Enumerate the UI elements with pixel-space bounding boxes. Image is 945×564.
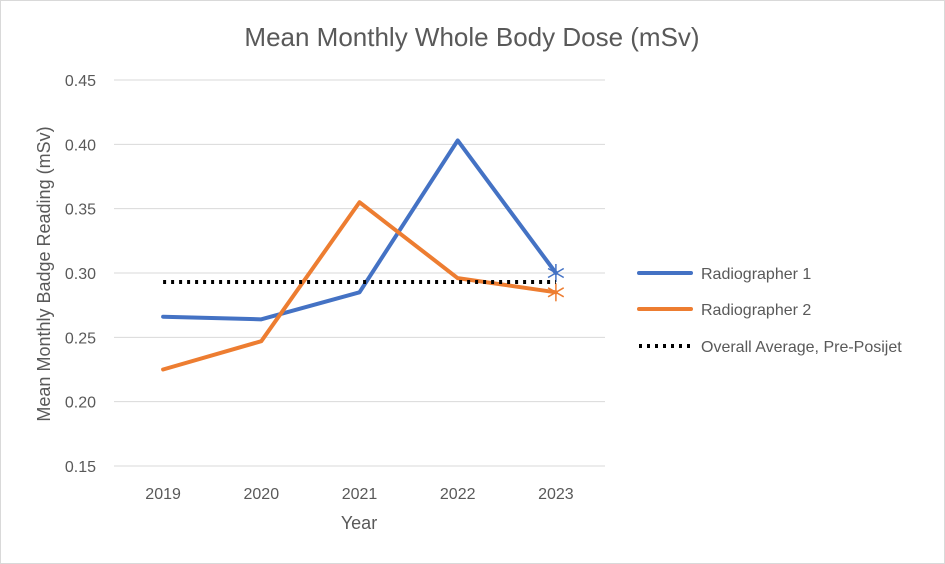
- x-tick-label: 2020: [244, 486, 280, 503]
- chart-title: Mean Monthly Whole Body Dose (mSv): [244, 22, 699, 52]
- x-axis-ticks: 2019 2020 2021 2022 2023: [145, 486, 573, 503]
- gridlines: [114, 79, 605, 467]
- y-tick-label: 0.30: [65, 266, 96, 283]
- legend-label: Overall Average, Pre-Posijet: [701, 339, 902, 356]
- series-line: [161, 138, 558, 322]
- legend: Radiographer 1 Radiographer 2 Overall Aver…: [637, 266, 902, 356]
- series-line: [161, 200, 558, 372]
- x-tick-label: 2023: [538, 486, 574, 503]
- series-layer: [161, 138, 565, 372]
- y-tick-label: 0.25: [65, 330, 96, 347]
- y-tick-label: 0.20: [65, 395, 96, 412]
- series-end-marker: [547, 264, 565, 282]
- y-tick-label: 0.15: [65, 459, 96, 476]
- legend-label: Radiographer 2: [701, 302, 811, 319]
- x-tick-label: 2022: [440, 486, 476, 503]
- x-tick-label: 2019: [145, 486, 181, 503]
- legend-item: Overall Average, Pre-Posijet: [639, 339, 902, 356]
- y-tick-label: 0.45: [65, 73, 96, 90]
- y-tick-label: 0.35: [65, 202, 96, 219]
- x-axis-title: Year: [341, 513, 377, 533]
- x-tick-label: 2021: [342, 486, 378, 503]
- y-tick-label: 0.40: [65, 137, 96, 154]
- legend-item: Radiographer 1: [637, 266, 811, 283]
- legend-label: Radiographer 1: [701, 266, 811, 283]
- series-end-marker: [547, 283, 565, 302]
- legend-item: Radiographer 2: [637, 302, 811, 319]
- y-axis-ticks: 0.15 0.20 0.25 0.30 0.35 0.40 0.45: [65, 73, 96, 476]
- y-axis-title: Mean Monthly Badge Reading (mSv): [34, 126, 54, 421]
